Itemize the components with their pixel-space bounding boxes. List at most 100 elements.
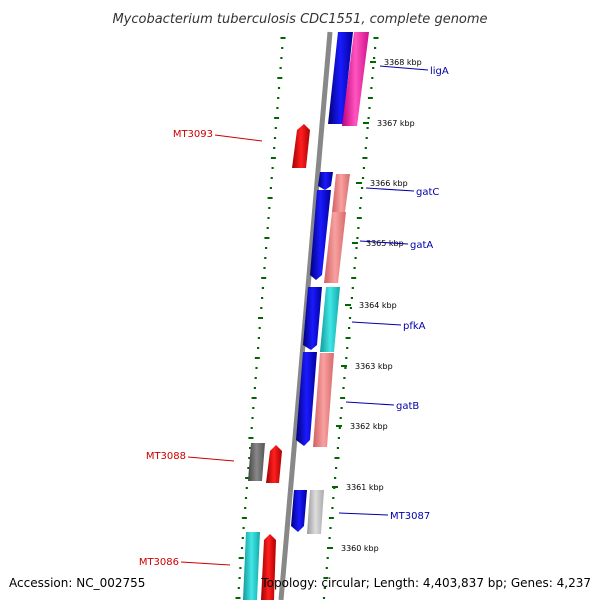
gene-mt3088: [266, 445, 282, 483]
callout-gatb: [345, 401, 395, 406]
gc-skew-mark: [245, 487, 248, 489]
gc-skew-mark: [346, 347, 349, 349]
gc-skew-mark: [373, 37, 379, 39]
gc-skew-mark: [328, 517, 334, 519]
gc-skew-mark: [241, 517, 247, 519]
position-tick-label: 3365 kbp: [366, 239, 404, 248]
gene-liga: [342, 32, 369, 126]
gc-skew-mark: [250, 427, 253, 429]
gc-skew-mark: [355, 247, 358, 249]
gc-skew-mark: [328, 537, 331, 539]
gc-skew-mark: [280, 57, 283, 59]
label-mt3086: MT3086: [139, 557, 179, 568]
topology-text: Topology: circular; Length: 4,403,837 bp…: [260, 576, 591, 590]
gene-gata: [324, 212, 346, 283]
gc-skew-mark: [268, 207, 271, 209]
position-tick-mark: [345, 304, 351, 306]
gene-forward-gata: [310, 190, 331, 280]
gc-skew-mark: [263, 267, 266, 269]
position-tick-label: 3360 kbp: [341, 544, 379, 553]
gc-skew-mark: [331, 507, 334, 509]
gc-skew-mark: [239, 567, 242, 569]
gc-skew-mark: [248, 457, 251, 459]
gc-skew-mark: [258, 317, 263, 319]
gc-skew-mark: [334, 457, 340, 459]
gc-skew-mark: [338, 427, 341, 429]
gc-skew-mark: [357, 227, 360, 229]
gc-skew-mark: [258, 327, 261, 329]
gc-skew-mark: [365, 137, 368, 139]
gc-skew-mark: [354, 257, 357, 259]
gene-gatc: [332, 174, 350, 212]
gc-skew-mark: [340, 397, 346, 399]
gc-skew-mark: [336, 447, 339, 449]
position-tick-mark: [352, 242, 358, 244]
gene-mt3093: [292, 124, 310, 168]
gc-skew-mark: [253, 387, 256, 389]
gc-skew-mark: [367, 97, 373, 99]
gc-skew-mark: [356, 237, 359, 239]
gc-skew-mark: [249, 447, 252, 449]
gc-skew-mark: [237, 587, 240, 589]
gc-skew-mark: [271, 167, 274, 169]
gc-skew-mark: [372, 67, 375, 69]
label-liga: ligA: [430, 66, 449, 77]
gc-skew-mark: [251, 397, 257, 399]
gc-skew-mark: [281, 47, 284, 49]
callout-gata: [359, 240, 409, 245]
gc-skew-mark: [366, 127, 369, 129]
gc-skew-mark: [322, 597, 326, 599]
callout-liga: [379, 65, 429, 71]
gc-skew-mark: [361, 187, 364, 189]
callout-pfka: [351, 321, 402, 326]
gc-skew-mark: [368, 107, 371, 109]
gc-skew-track: [235, 37, 379, 599]
gc-skew-mark: [238, 557, 244, 559]
gc-skew-mark: [252, 407, 255, 409]
gc-skew-mark: [270, 157, 276, 159]
gene-forward-pfka: [303, 287, 322, 350]
gc-skew-mark: [261, 277, 267, 279]
gc-skew-mark: [349, 307, 352, 309]
callout-mt3088: [187, 456, 235, 462]
gc-skew-mark: [350, 297, 353, 299]
gc-skew-mark: [279, 67, 282, 69]
position-tick-mark: [363, 122, 369, 124]
gc-skew-mark: [329, 527, 332, 529]
gc-skew-mark: [254, 357, 260, 359]
gc-skew-mark: [244, 497, 248, 499]
gc-skew-mark: [274, 127, 277, 129]
gc-skew-mark: [332, 497, 335, 499]
gc-skew-mark: [254, 377, 257, 379]
callout-mt3087: [338, 512, 389, 516]
gc-skew-mark: [326, 557, 329, 559]
gc-skew-mark: [345, 337, 351, 339]
gc-skew-mark: [273, 147, 276, 149]
callout-mt3086: [180, 561, 231, 566]
gc-skew-mark: [339, 417, 342, 419]
gc-skew-mark: [241, 537, 244, 539]
gene-forward-gatb: [296, 352, 317, 446]
gc-skew-mark: [323, 587, 326, 589]
gc-skew-mark: [245, 477, 251, 479]
gc-skew-mark: [362, 167, 365, 169]
gc-skew-mark: [361, 177, 365, 179]
position-tick-mark: [336, 425, 342, 427]
position-tick-label: 3361 kbp: [346, 483, 384, 492]
label-gata: gatA: [410, 240, 433, 251]
gc-skew-mark: [345, 357, 348, 359]
callout-gatc: [365, 187, 415, 192]
label-pfka: pfkA: [403, 321, 426, 332]
gc-skew-mark: [323, 577, 329, 579]
gene-mt3086-cyan: [243, 532, 260, 600]
gc-skew-mark: [261, 297, 264, 299]
gc-skew-mark: [238, 577, 241, 579]
gc-skew-mark: [351, 277, 357, 279]
gc-skew-mark: [277, 97, 280, 99]
gc-skew-mark: [270, 177, 273, 179]
gc-skew-mark: [274, 117, 280, 119]
gc-skew-mark: [273, 137, 277, 139]
gene-forward-gatc: [318, 172, 333, 190]
position-tick-label: 3367 kbp: [377, 119, 415, 128]
gc-skew-mark: [247, 467, 250, 469]
